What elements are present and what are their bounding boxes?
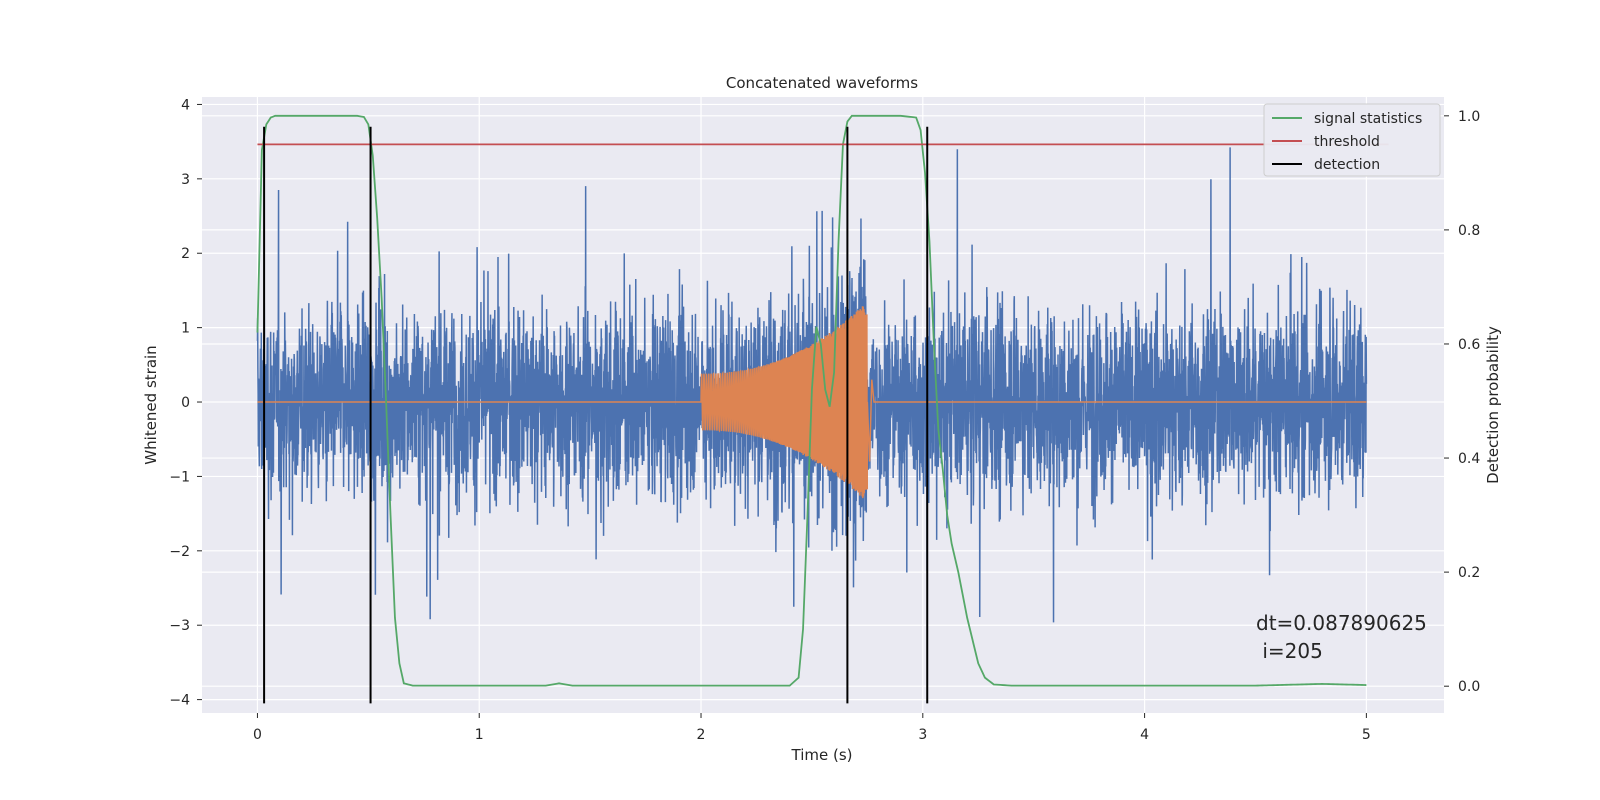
detection-markers [263, 126, 929, 704]
x-tick-label: 0 [253, 727, 262, 743]
legend: signal statistics threshold detection [1263, 103, 1441, 177]
y2-tick-label: 0.6 [1458, 337, 1480, 353]
y2-tick-label: 0.2 [1458, 565, 1480, 581]
axes: 0 1 2 3 4 5 −4 −3 −2 −1 0 1 2 3 4 0.0 0.2 0.4 0.6 0.8 1.0 [169, 97, 1480, 743]
y-tick-label: 3 [181, 172, 190, 188]
y-axis-label: Whitened strain [142, 345, 160, 464]
injected-waveform-series [257, 306, 1367, 499]
y-tick-label: −4 [169, 693, 190, 709]
legend-label: signal statistics [1314, 111, 1422, 127]
x-tick-label: 5 [1362, 727, 1371, 743]
y-tick-label: −1 [169, 469, 190, 485]
x-tick-label: 4 [1140, 727, 1149, 743]
y-tick-label: −2 [169, 544, 190, 560]
y-tick-label: 4 [181, 97, 190, 113]
signal-statistics-series [256, 114, 1389, 687]
legend-box [1263, 103, 1441, 177]
annotation-i: i=205 [1256, 639, 1323, 663]
y-tick-label: −3 [169, 618, 190, 634]
x-axis-label: Time (s) [791, 746, 853, 764]
legend-label: detection [1314, 157, 1380, 173]
injected-waveform-line [257, 306, 1367, 499]
x-tick-label: 3 [918, 727, 927, 743]
legend-label: threshold [1314, 134, 1380, 150]
y2-tick-label: 0.4 [1458, 451, 1480, 467]
y-tick-label: 0 [181, 395, 190, 411]
y2-axis-label: Detection probability [1484, 326, 1502, 484]
y2-tick-label: 0.8 [1458, 223, 1480, 239]
x-tick-label: 1 [475, 727, 484, 743]
chart-title: Concatenated waveforms [726, 74, 918, 92]
signal-statistics-line [256, 114, 1367, 687]
y2-tick-label: 1.0 [1458, 109, 1480, 125]
y2-tick-label: 0.0 [1458, 679, 1480, 695]
y-tick-label: 1 [181, 321, 190, 337]
annotation-dt: dt=0.087890625 [1256, 611, 1427, 635]
x-tick-label: 2 [697, 727, 706, 743]
y-tick-label: 2 [181, 246, 190, 262]
